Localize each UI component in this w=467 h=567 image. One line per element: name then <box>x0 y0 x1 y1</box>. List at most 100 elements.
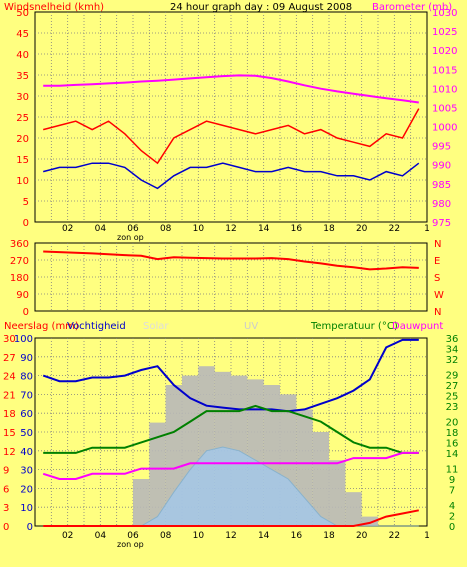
solar-bar <box>312 432 329 526</box>
humidity-tick: 30 <box>20 466 33 477</box>
humidity-tick: 80 <box>20 372 33 383</box>
barometer-tick: 985 <box>432 180 451 191</box>
rain-tick: 30 <box>3 334 16 345</box>
rain-tick: 21 <box>3 390 16 401</box>
wind-gust-line <box>43 108 420 165</box>
temp-x-axis: 02 04 06 08 10 12 14 16 18 20 22 1 <box>62 531 430 541</box>
x-tick-label: 22 <box>389 224 400 234</box>
x-tick-label: 10 <box>193 224 205 234</box>
wind-speed-axis: 0 5 10 15 20 25 30 35 40 45 50 <box>16 8 29 229</box>
wind-speed-tick: 40 <box>16 50 29 61</box>
compass-tick: S <box>434 273 440 284</box>
barometer-tick: 1015 <box>432 65 457 76</box>
wind-speed-tick: 0 <box>23 218 29 229</box>
rain-tick: 27 <box>3 353 16 364</box>
barometer-axis: 975 980 985 990 995 1000 1005 1010 1015 1020 1025 1… <box>432 8 457 229</box>
rain-tick: 9 <box>3 466 9 477</box>
rain-line <box>43 509 419 527</box>
wind-speed-tick: 30 <box>16 92 29 103</box>
solar-bar <box>133 479 150 526</box>
wind-speed-tick: 45 <box>16 29 29 40</box>
barometer-label: Barometer (mb) <box>372 2 452 13</box>
x-tick-label: 06 <box>127 531 139 541</box>
temperature-tick: 36 <box>446 334 459 345</box>
direction-tick: 270 <box>10 256 29 267</box>
x-tick-label: 14 <box>258 224 270 234</box>
temperature-tick: 9 <box>449 475 455 486</box>
wind-speed-tick: 25 <box>16 113 29 124</box>
temperature-tick: 7 <box>449 485 455 496</box>
barometer-tick: 1030 <box>432 8 457 19</box>
wind-speed-tick: 15 <box>16 155 29 166</box>
x-tick-label: 20 <box>356 224 368 234</box>
direction-tick: 360 <box>10 239 29 250</box>
rain-tick: 18 <box>3 409 16 420</box>
wind-speed-tick: 5 <box>23 197 29 208</box>
barometer-tick: 1020 <box>432 46 457 57</box>
wind-x-axis: 02 04 06 08 10 12 14 16 18 20 22 1 <box>62 224 430 234</box>
temperature-tick: 20 <box>446 418 459 429</box>
rain-label: Neerslag (mm) <box>4 321 79 332</box>
humidity-tick: 60 <box>20 409 33 420</box>
barometer-tick: 1025 <box>432 27 457 38</box>
wind-speed-tick: 20 <box>16 134 29 145</box>
x-tick-label: 10 <box>193 531 205 541</box>
x-tick-label: 18 <box>323 531 335 541</box>
uv-label: UV <box>244 321 258 332</box>
rain-tick: 6 <box>3 484 9 495</box>
direction-panel-grid <box>35 243 427 311</box>
barometer-tick: 980 <box>432 199 451 210</box>
temperature-tick: 16 <box>446 438 459 449</box>
temperature-tick: 14 <box>446 449 459 460</box>
x-tick-label: 12 <box>225 224 236 234</box>
barometer-tick: 995 <box>432 142 451 153</box>
rain-tick: 3 <box>3 503 9 514</box>
wind-speed-label: Windsnelheid (kmh) <box>4 2 104 13</box>
barometer-tick: 975 <box>432 218 451 229</box>
humidity-tick: 20 <box>20 484 33 495</box>
x-tick-label: 04 <box>95 224 107 234</box>
x-tick-label: 06 <box>127 224 139 234</box>
wind-speed-tick: 10 <box>16 176 29 187</box>
humidity-tick: 40 <box>20 447 33 458</box>
chart-title: 24 hour graph day : 09 August 2008 <box>170 2 352 13</box>
compass-tick: N <box>434 239 441 250</box>
temperature-tick: 32 <box>446 355 459 366</box>
barometer-line <box>43 74 419 104</box>
rain-tick: 0 <box>3 522 9 533</box>
wind-panel-grid <box>35 12 427 222</box>
barometer-tick: 1005 <box>432 103 457 114</box>
x-tick-label: 12 <box>225 531 236 541</box>
temperature-tick: 0 <box>449 522 455 533</box>
humidity-tick: 90 <box>20 353 33 364</box>
x-tick-label: 02 <box>62 224 73 234</box>
rain-humidity-axis: 0 3 6 9 12 15 18 21 24 27 30 0 10 20 30 40 50 60 70 80 90 100 <box>3 334 33 533</box>
barometer-tick: 1000 <box>432 123 457 134</box>
solar-bar <box>361 516 378 526</box>
humidity-tick: 0 <box>27 522 33 533</box>
compass-tick: W <box>434 290 444 301</box>
barometer-tick: 990 <box>432 161 451 172</box>
dewpoint-label: Dauwpunt <box>392 321 443 332</box>
rain-tick: 24 <box>3 372 16 383</box>
direction-tick: 90 <box>16 290 29 301</box>
temperature-tick: 4 <box>449 501 455 512</box>
compass-tick: N <box>434 307 441 318</box>
compass-tick: E <box>434 256 440 267</box>
temperature-tick: 23 <box>446 402 459 413</box>
wind-average-line <box>43 162 420 190</box>
temp-humidity-panel-series <box>42 338 419 527</box>
wind-panel-series <box>43 74 420 190</box>
humidity-tick: 50 <box>20 428 33 439</box>
x-tick-label: 02 <box>62 531 73 541</box>
x-tick-label: 22 <box>389 531 400 541</box>
solar-bar <box>345 492 362 526</box>
temperature-tick: 34 <box>446 344 459 355</box>
direction-tick: 180 <box>10 273 29 284</box>
x-tick-label: 16 <box>291 224 303 234</box>
x-tick-label: 04 <box>95 531 107 541</box>
wind-speed-tick: 35 <box>16 71 29 82</box>
